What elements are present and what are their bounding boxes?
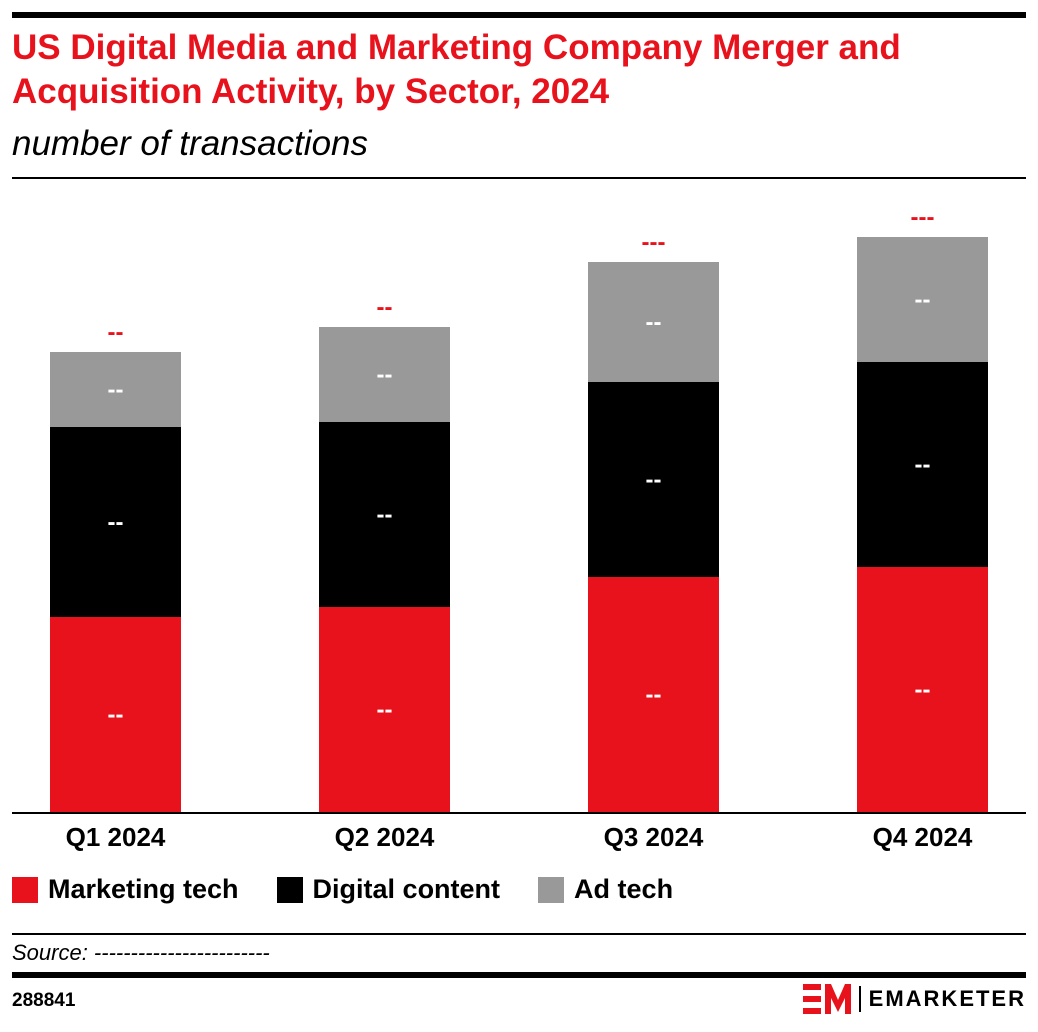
bar-chart: --------Q1 2024--------Q2 2024---------Q… bbox=[12, 204, 1026, 852]
x-tick-label: Q1 2024 bbox=[66, 822, 166, 852]
bar-segment bbox=[50, 427, 181, 617]
legend: Marketing tech Digital content Ad tech bbox=[12, 874, 673, 905]
data-label: -- bbox=[108, 509, 124, 536]
data-label: -- bbox=[915, 452, 931, 479]
x-tick-label: Q3 2024 bbox=[604, 822, 704, 852]
data-label: -- bbox=[646, 467, 662, 494]
legend-item-marketing-tech: Marketing tech bbox=[12, 874, 239, 905]
legend-swatch bbox=[276, 876, 303, 903]
x-tick-label: Q2 2024 bbox=[335, 822, 435, 852]
total-label: -- bbox=[377, 294, 393, 321]
bar-segment bbox=[857, 237, 988, 362]
header-divider bbox=[12, 177, 1026, 179]
em-logo-mark-icon bbox=[802, 984, 851, 1014]
legend-item-ad-tech: Ad tech bbox=[538, 874, 673, 905]
data-label: -- bbox=[377, 362, 393, 389]
logo-text: EMARKETER bbox=[858, 986, 1026, 1012]
footer-rule bbox=[12, 972, 1026, 978]
data-label: -- bbox=[646, 309, 662, 336]
bar-segment bbox=[319, 422, 450, 607]
data-label: -- bbox=[646, 682, 662, 709]
legend-item-digital-content: Digital content bbox=[276, 874, 501, 905]
chart-title: US Digital Media and Marketing Company M… bbox=[12, 28, 901, 111]
x-tick-label: Q4 2024 bbox=[873, 822, 973, 852]
chart-id: 288841 bbox=[12, 990, 76, 1011]
data-label: -- bbox=[108, 702, 124, 729]
bar-segment bbox=[857, 362, 988, 567]
chart-subtitle: number of transactions bbox=[12, 124, 369, 163]
bar-segment bbox=[588, 262, 719, 382]
total-label: --- bbox=[642, 229, 666, 256]
legend-swatch bbox=[538, 876, 565, 903]
source-note: Source: ------------------------ bbox=[12, 940, 270, 965]
bar-segment bbox=[588, 577, 719, 812]
top-rule bbox=[12, 12, 1026, 18]
bar-segment bbox=[857, 567, 988, 812]
emarketer-logo: EMARKETER bbox=[802, 984, 1026, 1014]
source-divider bbox=[12, 933, 1026, 935]
bar-segment bbox=[50, 617, 181, 812]
bar-segment bbox=[588, 382, 719, 577]
legend-swatch bbox=[12, 876, 38, 903]
data-label: -- bbox=[915, 677, 931, 704]
total-label: --- bbox=[911, 204, 935, 231]
data-label: -- bbox=[377, 697, 393, 724]
bar-segment bbox=[319, 327, 450, 422]
data-label: -- bbox=[108, 377, 124, 404]
legend-label: Ad tech bbox=[574, 874, 674, 904]
bar-segment bbox=[319, 607, 450, 812]
legend-label: Marketing tech bbox=[48, 874, 239, 904]
legend-label: Digital content bbox=[312, 874, 501, 904]
data-label: -- bbox=[915, 287, 931, 314]
bar-segment bbox=[50, 352, 181, 427]
total-label: -- bbox=[108, 319, 124, 346]
data-label: -- bbox=[377, 502, 393, 529]
